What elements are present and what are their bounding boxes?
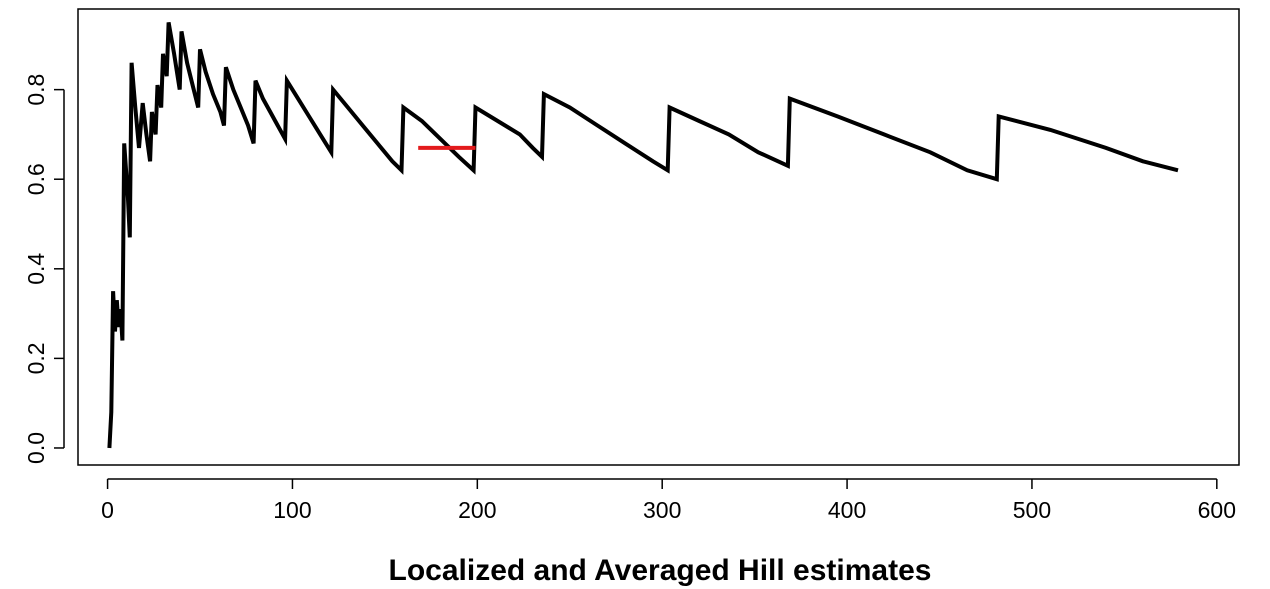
x-tick-label: 100 <box>273 497 311 523</box>
x-tick-label: 0 <box>101 497 114 523</box>
x-tick-label: 200 <box>458 497 496 523</box>
y-tick-label: 0.4 <box>23 253 49 285</box>
x-tick-label: 500 <box>1013 497 1051 523</box>
y-tick-label: 0.6 <box>23 163 49 195</box>
x-tick-label: 600 <box>1198 497 1236 523</box>
series-line-1 <box>107 22 1179 449</box>
y-tick-label: 0.8 <box>23 74 49 106</box>
y-tick-label: 0.2 <box>23 342 49 374</box>
x-axis: 0 100 200 300 400 500 600 <box>101 478 1236 523</box>
x-tick-label: 400 <box>828 497 866 523</box>
x-tick-label: 300 <box>643 497 681 523</box>
plot-frame <box>77 8 1240 466</box>
x-axis-title: Localized and Averaged Hill estimates <box>389 554 932 587</box>
y-axis: 0.0 0.2 0.4 0.6 0.8 <box>23 74 65 464</box>
y-tick-label: 0.0 <box>23 432 49 464</box>
series-layer <box>107 22 1179 449</box>
